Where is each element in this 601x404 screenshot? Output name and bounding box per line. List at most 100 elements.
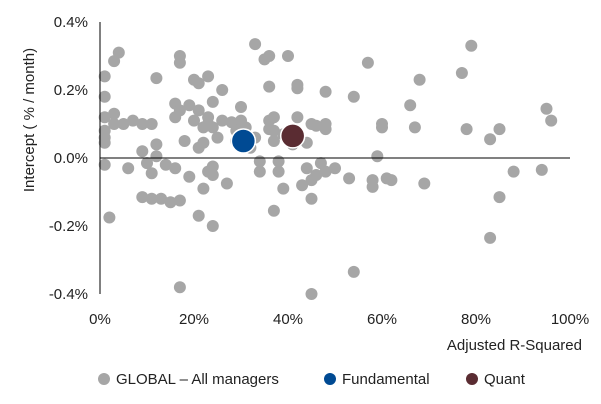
- data-point: [136, 145, 149, 158]
- data-point: [173, 194, 186, 207]
- data-point: [178, 135, 191, 147]
- data-point: [216, 114, 229, 127]
- y-tick-label: -0.4%: [49, 286, 88, 303]
- data-point: [117, 118, 130, 130]
- data-point: [206, 95, 219, 108]
- y-tick-label: 0.4%: [54, 14, 88, 31]
- data-point: [192, 104, 205, 117]
- axes-layer: [99, 22, 570, 294]
- data-point: [282, 50, 294, 62]
- data-point: [136, 191, 149, 204]
- data-point: [376, 121, 388, 134]
- data-point: [122, 162, 135, 175]
- data-point: [150, 150, 163, 163]
- data-point: [150, 72, 163, 85]
- x-tick-label: 40%: [273, 311, 303, 328]
- data-point: [540, 102, 553, 115]
- points-layer: [98, 38, 558, 300]
- data-point: [263, 80, 276, 93]
- data-point: [98, 136, 111, 149]
- x-tick-label: 0%: [89, 311, 111, 328]
- data-point: [310, 119, 323, 132]
- data-point: [206, 121, 219, 134]
- data-point: [220, 177, 233, 190]
- data-point: [108, 118, 121, 130]
- data-point: [230, 128, 257, 154]
- data-point: [413, 73, 426, 86]
- data-point: [329, 162, 341, 175]
- data-point: [371, 150, 384, 163]
- data-point: [460, 123, 473, 136]
- data-point: [145, 192, 158, 205]
- data-point: [98, 158, 111, 171]
- data-point: [173, 50, 186, 62]
- data-point: [291, 111, 304, 124]
- data-point: [277, 182, 290, 195]
- legend-marker: [466, 373, 478, 385]
- data-point: [267, 111, 280, 124]
- data-point: [272, 165, 285, 178]
- data-point: [366, 180, 379, 193]
- data-point: [136, 118, 149, 130]
- legend-label: GLOBAL – All managers: [116, 371, 279, 388]
- data-point: [211, 131, 224, 144]
- data-point: [300, 162, 313, 175]
- data-point: [192, 77, 205, 90]
- data-point: [98, 70, 111, 83]
- data-point: [253, 165, 266, 178]
- data-point: [263, 50, 276, 62]
- data-point: [319, 123, 332, 136]
- data-point: [484, 231, 497, 244]
- data-point: [249, 38, 262, 51]
- data-point: [267, 135, 280, 147]
- data-point: [507, 165, 520, 178]
- data-point: [235, 101, 247, 113]
- y-axis-title: Intercept ( % / month): [21, 48, 38, 192]
- data-point: [535, 163, 548, 176]
- legend-marker: [98, 373, 110, 385]
- data-point: [267, 124, 280, 137]
- x-axis-title: Adjusted R-Squared: [447, 337, 582, 354]
- y-tick-label: 0.2%: [54, 82, 88, 99]
- data-point: [98, 111, 111, 124]
- data-point: [267, 204, 280, 217]
- x-tick-label: 60%: [367, 311, 397, 328]
- data-point: [343, 172, 356, 185]
- y-tick-label: -0.2%: [49, 218, 88, 235]
- data-point: [206, 160, 219, 173]
- data-point: [103, 211, 116, 224]
- data-point: [347, 265, 360, 278]
- data-point: [183, 99, 196, 112]
- data-point: [173, 104, 186, 117]
- data-point: [493, 191, 506, 204]
- data-point: [141, 157, 153, 170]
- data-point: [465, 39, 478, 52]
- data-point: [192, 209, 205, 222]
- data-point: [164, 196, 177, 209]
- data-point: [305, 288, 318, 300]
- data-point: [408, 121, 421, 134]
- tick-labels: 0% 20% 40% 60% 80% 100% -0.4% -0.2% 0.0% 0.2% 0.4%: [49, 14, 589, 328]
- legend: GLOBAL – All managers Fundamental Quant: [98, 371, 526, 388]
- data-point: [206, 220, 219, 232]
- x-tick-label: 20%: [179, 311, 209, 328]
- data-point: [108, 107, 121, 120]
- data-point: [145, 118, 158, 130]
- legend-label: Quant: [484, 371, 526, 388]
- data-point: [347, 90, 360, 103]
- data-point: [206, 169, 219, 181]
- x-tick-label: 80%: [461, 311, 491, 328]
- data-point: [155, 192, 168, 205]
- data-point: [197, 136, 210, 149]
- data-point: [183, 170, 196, 183]
- data-point: [98, 90, 111, 103]
- data-point: [319, 85, 332, 98]
- data-point: [197, 182, 210, 195]
- data-point: [173, 281, 186, 294]
- data-point: [272, 155, 285, 168]
- data-point: [112, 46, 125, 59]
- data-point: [159, 158, 172, 171]
- data-point: [253, 155, 266, 168]
